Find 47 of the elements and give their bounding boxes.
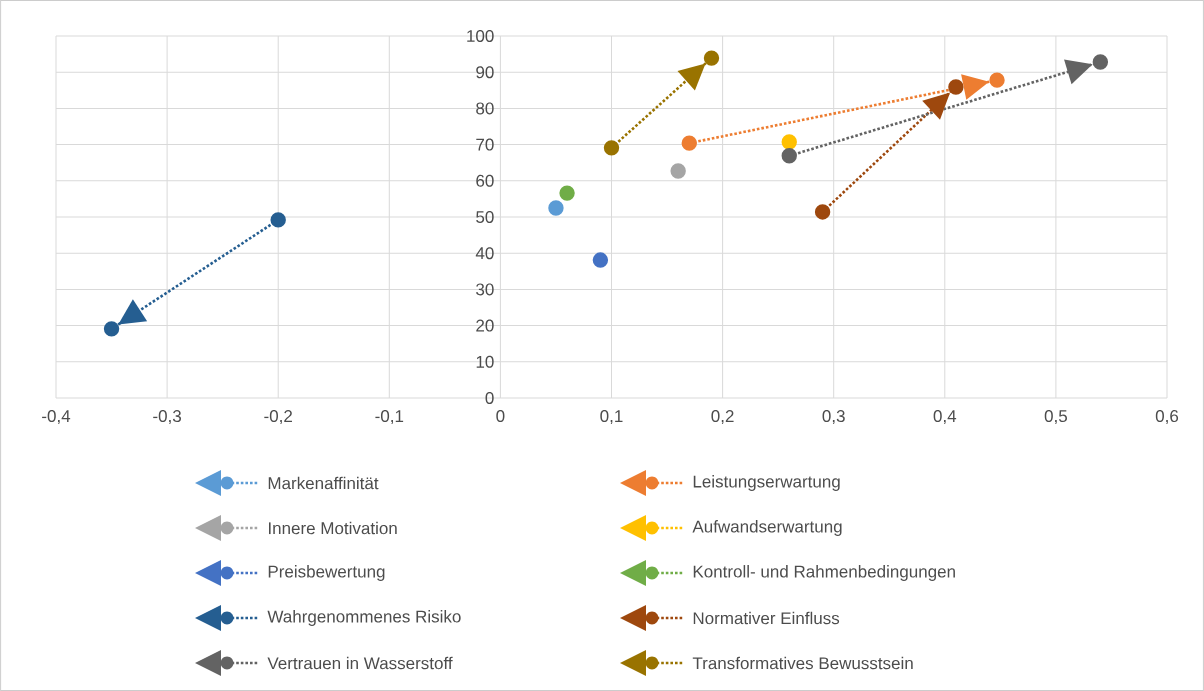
x-tick-label: 0,2 <box>711 410 734 425</box>
legend-label: Preisbewertung <box>268 565 385 581</box>
x-tick-label: 0,3 <box>822 410 845 425</box>
point <box>781 134 797 150</box>
y-tick-label: 20 <box>476 319 494 332</box>
legend-label: Wahrgenommenes Risiko <box>267 610 461 626</box>
y-tick-label: 10 <box>476 355 494 368</box>
y-tick-label: 80 <box>476 102 494 115</box>
legend-label: Normativer Einfluss <box>693 611 840 625</box>
y-tick-label: 50 <box>476 210 494 223</box>
point <box>603 140 620 156</box>
y-tick-label: 0 <box>485 391 494 405</box>
x-tick-label: -0,3 <box>153 410 182 425</box>
legend-label: Innere Motivation <box>268 521 397 535</box>
point <box>103 321 120 337</box>
legend-label: Markenaffinität <box>268 476 379 490</box>
x-tick-label: 0,6 <box>1155 410 1179 425</box>
legend-label: Aufwandserwartung <box>692 520 842 536</box>
point <box>703 50 720 66</box>
x-tick-label: -0,2 <box>264 410 292 425</box>
legend-label: Vertrauen in Wasserstoff <box>267 656 453 670</box>
y-tick-label: 40 <box>475 247 494 260</box>
point <box>270 212 286 228</box>
point <box>681 135 697 151</box>
x-tick-label: -0,1 <box>375 410 404 425</box>
y-tick-label: 60 <box>476 174 494 187</box>
point <box>989 72 1005 88</box>
point <box>670 163 686 179</box>
y-tick-label: 30 <box>476 283 494 296</box>
x-tick-label: 0,1 <box>600 410 623 425</box>
legend-label: Leistungserwartung <box>693 475 840 491</box>
point <box>948 79 964 95</box>
y-tick-label: 70 <box>476 138 494 151</box>
y-tick-label: 100 <box>467 29 494 42</box>
point <box>781 148 797 164</box>
point <box>1092 54 1109 70</box>
y-tick-label: 90 <box>476 66 494 79</box>
x-tick-label: 0,5 <box>1044 410 1068 425</box>
legend-label: Kontroll- und Rahmenbedingungen <box>693 565 955 581</box>
point <box>814 204 831 220</box>
point <box>548 200 564 216</box>
x-tick-label: 0,4 <box>933 410 957 425</box>
point <box>559 185 575 201</box>
point <box>592 252 609 268</box>
x-tick-label: -0,4 <box>42 410 71 425</box>
legend-label: Transformatives Bewusstsein <box>692 656 913 670</box>
x-tick-label: 0 <box>496 410 505 423</box>
